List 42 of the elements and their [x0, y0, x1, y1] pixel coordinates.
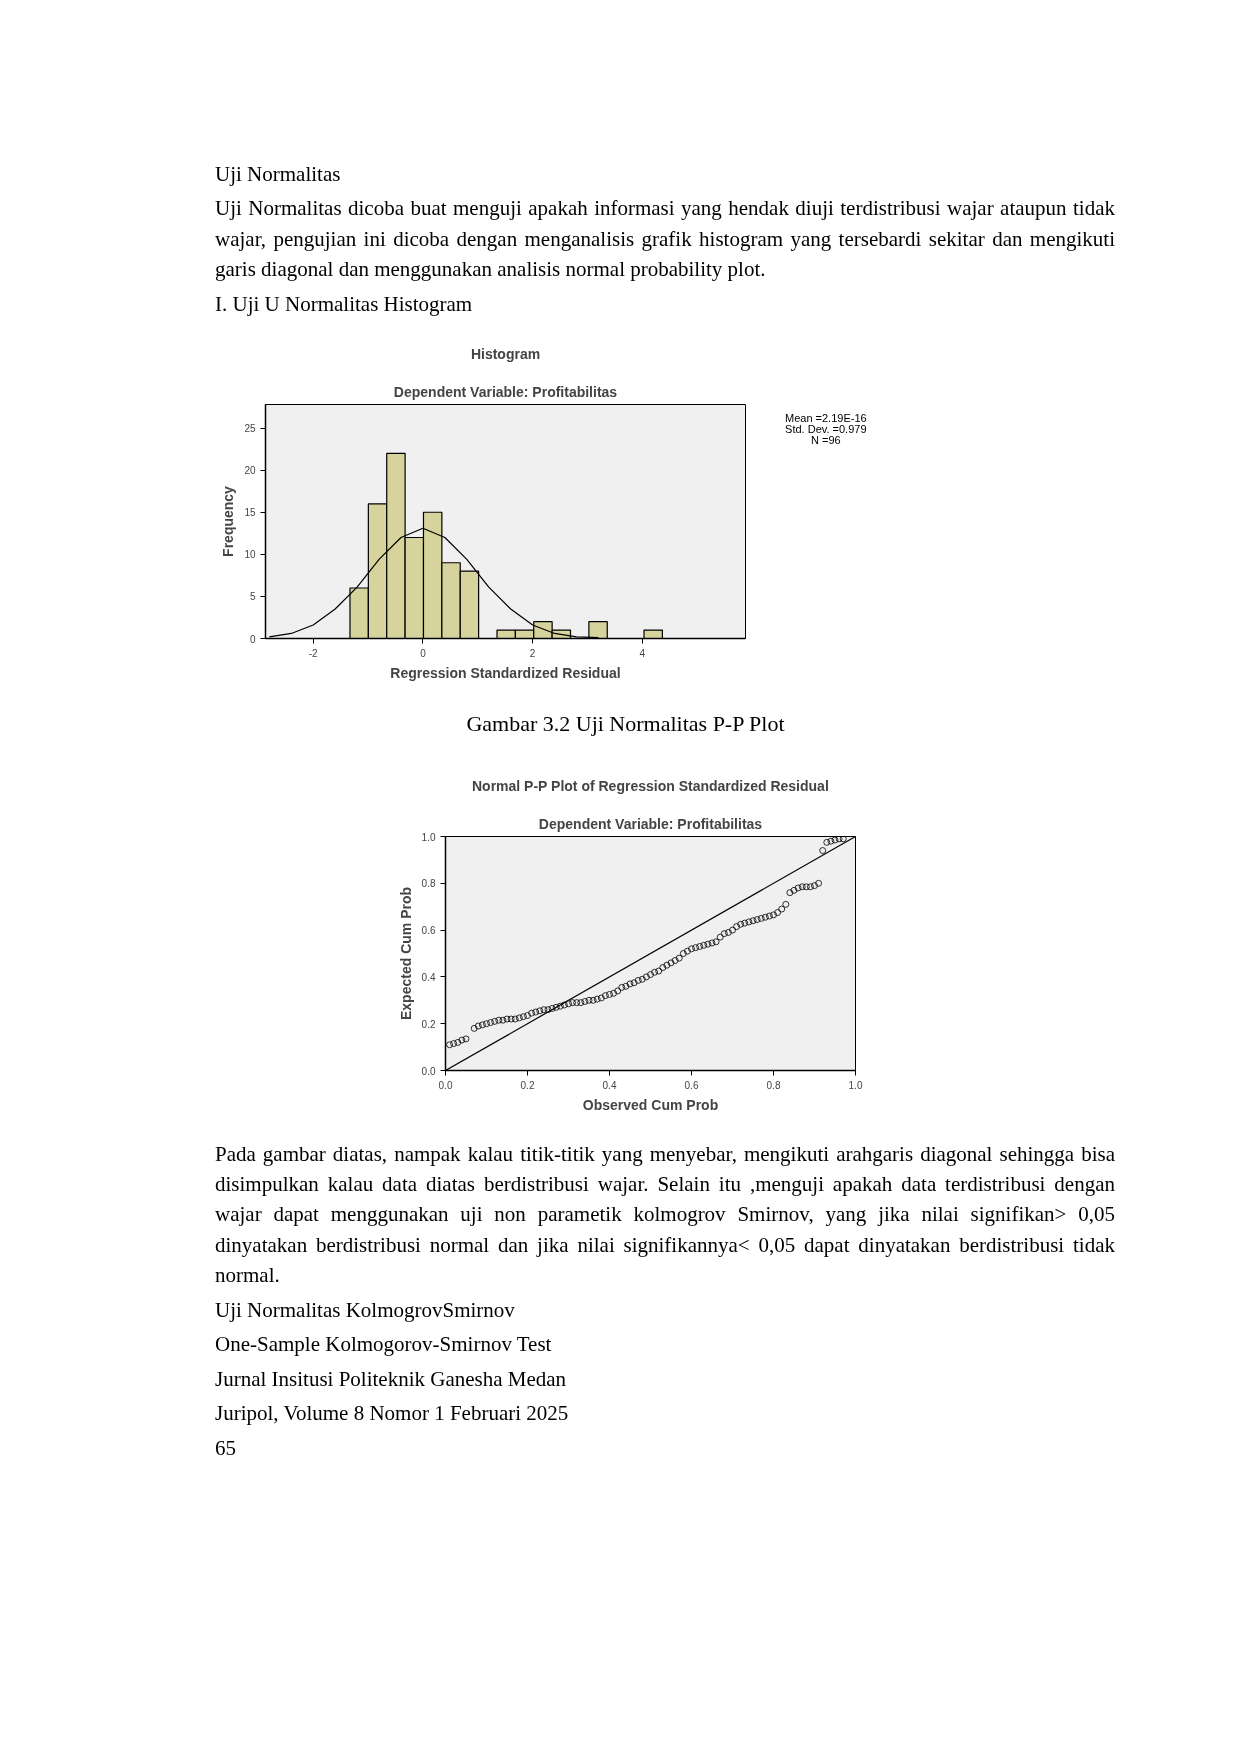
text: Uji Normalitas dicoba buat menguji apakah informasi yang hendak diuji terdistribusi wajar ataupun tidak wajar, pengujian ini dicoba dengan menganalisis grafik histogram yang tersebardi sekitar dan mengikuti garis diagonal dan menggunakan analisis normal probability plot.: [215, 195, 1115, 284]
y-tick-label: 25: [244, 423, 256, 435]
chart-subtitle: Dependent Variable: Profitabilitas: [538, 815, 763, 832]
y-tick-label: 0.8: [421, 877, 436, 889]
y-tick-label: 20: [244, 465, 256, 477]
x-tick-label: 2: [529, 647, 536, 659]
y-tick-label: 5: [249, 591, 256, 603]
text: One-Sample Kolmogorov-Smirnov Test: [215, 1331, 553, 1359]
y-tick-label: 0.0: [421, 1065, 436, 1077]
y-tick-label: 15: [244, 507, 256, 519]
text: Std. Dev. =0.979: [785, 423, 867, 436]
y-tick-label: 0.2: [421, 1018, 436, 1030]
x-axis-title: Observed Cum Prob: [582, 1096, 719, 1113]
y-axis-title: Frequency: [220, 486, 237, 558]
x-tick-label: 0.2: [520, 1079, 535, 1091]
x-tick-label: 1.0: [848, 1079, 863, 1091]
y-tick-label: 0.4: [421, 971, 436, 983]
chart-title: Histogram: [470, 345, 541, 362]
text: Pada gambar diatas, nampak kalau titik-titik yang menyebar, mengikuti arahgaris diagonal sehingga bisa disimpulkan kalau data diatas berdistribusi wajar. Selain itu ,menguji apakah data terdistribusi dengan wajar dapat menggunakan uji non parametik kolmogrov Smirnov, yang jika nilai signifikan> 0,05 dinyatakan berdistribusi normal dan jika nilai signifikannya< 0,05 dapat dinyatakan berdistribusi tidak normal.: [215, 1140, 1115, 1290]
x-tick-label: 0.6: [684, 1079, 699, 1091]
y-tick-label: 1.0: [421, 831, 436, 843]
x-tick-label: 0.0: [438, 1079, 453, 1091]
x-tick-label: 0.4: [602, 1079, 617, 1091]
x-tick-label: 4: [639, 647, 646, 659]
text: Gambar 3.2 Uji Normalitas P-P Plot: [465, 710, 786, 739]
chart-title: Normal P-P Plot of Regression Standardized Residual: [471, 777, 829, 794]
y-tick-label: 0: [249, 633, 256, 645]
text: Juripol, Volume 8 Nomor 1 Februari 2025: [215, 1400, 570, 1428]
x-axis-title: Regression Standardized Residual: [390, 664, 621, 681]
chart-subtitle: Dependent Variable: Profitabilitas: [393, 383, 618, 400]
text: I. Uji U Normalitas Histogram: [215, 290, 474, 318]
text: Jurnal Insitusi Politeknik Ganesha Medan: [215, 1365, 568, 1393]
x-tick-label: 0.8: [766, 1079, 781, 1091]
text: Uji Normalitas: [215, 161, 342, 188]
text: Uji Normalitas KolmogrovSmirnov: [215, 1296, 516, 1324]
text: 65: [215, 1434, 237, 1462]
x-tick-label: -2: [308, 647, 319, 659]
text: N =96: [810, 434, 842, 447]
y-tick-label: 10: [244, 549, 256, 561]
text: Mean =2.19E-16: [785, 412, 867, 425]
y-tick-label: 0.6: [421, 924, 436, 936]
y-axis-title: Expected Cum Prob: [397, 886, 414, 1020]
